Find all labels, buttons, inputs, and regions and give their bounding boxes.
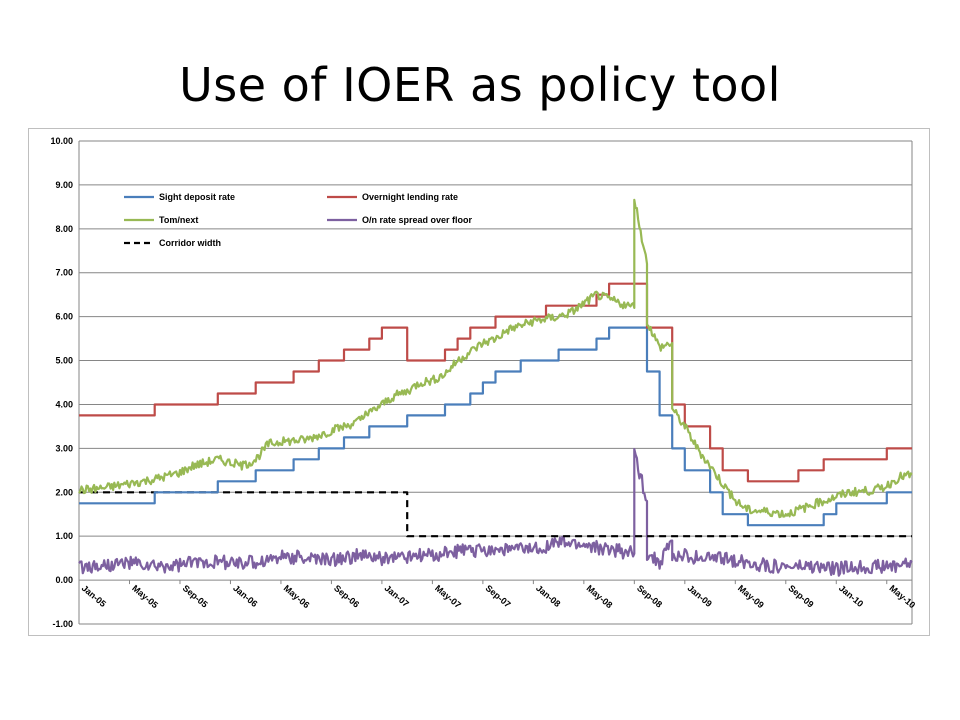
x-tick-label: May-05 — [130, 583, 160, 610]
legend-label: Overnight lending rate — [362, 192, 458, 202]
x-tick-label: Jan-10 — [837, 583, 865, 609]
y-tick-label: 0.00 — [55, 575, 73, 585]
x-tick-label: Jan-05 — [80, 583, 108, 609]
y-tick-label: 10.00 — [50, 136, 73, 146]
y-tick-label: 8.00 — [55, 224, 73, 234]
legend-label: Corridor width — [159, 238, 221, 248]
series-line-overnight — [79, 282, 912, 483]
y-axis-ticks: 10.00 9.00 8.00 7.00 6.00 5.00 4.00 3.00 2.00 1.0… — [50, 136, 73, 629]
x-tick-label: Jan-09 — [686, 583, 714, 609]
y-tick-label: -1.00 — [52, 619, 73, 629]
legend-label: Tom/next — [159, 215, 198, 225]
y-tick-label: 3.00 — [55, 443, 73, 453]
x-tick-label: May-06 — [282, 583, 312, 610]
x-tick-label: Jan-07 — [383, 583, 411, 609]
x-tick-label: Sep-07 — [484, 583, 513, 610]
x-tick-label: May-08 — [585, 583, 615, 610]
y-tick-label: 1.00 — [55, 531, 73, 541]
y-tick-label: 9.00 — [55, 180, 73, 190]
series-line-spread — [78, 448, 913, 577]
x-axis-ticks: Jan-05 May-05 Sep-05 Jan-06 May-06 Sep-06 Jan-… — [78, 580, 917, 610]
y-tick-label: 6.00 — [55, 312, 73, 322]
y-tick-label: 2.00 — [55, 487, 73, 497]
y-tick-label: 7.00 — [55, 268, 73, 278]
x-tick-label: Jan-08 — [534, 583, 562, 609]
legend: Sight deposit rate Overnight lending rate… — [124, 192, 473, 248]
chart-frame: 10.00 9.00 8.00 7.00 6.00 5.00 4.00 3.00 2.00 1.0… — [28, 128, 930, 636]
series-lines — [78, 198, 913, 577]
x-tick-label: Sep-06 — [332, 583, 361, 610]
line-chart: 10.00 9.00 8.00 7.00 6.00 5.00 4.00 3.00 2.00 1.0… — [50, 136, 917, 629]
series-line-tomnext — [78, 198, 913, 519]
x-tick-label: Sep-05 — [181, 583, 210, 610]
series-line-corridor — [79, 491, 912, 538]
x-tick-label: Sep-09 — [787, 583, 816, 610]
legend-label: O/n rate spread over floor — [362, 215, 473, 225]
legend-label: Sight deposit rate — [159, 192, 235, 202]
x-tick-label: Jan-06 — [231, 583, 259, 609]
x-tick-label: Sep-08 — [635, 583, 664, 610]
series-line-sight — [79, 326, 912, 527]
x-tick-label: May-07 — [433, 583, 463, 610]
y-tick-label: 4.00 — [55, 399, 73, 409]
x-tick-label: May-10 — [887, 583, 917, 610]
x-tick-label: May-09 — [736, 583, 766, 610]
y-tick-label: 5.00 — [55, 356, 73, 366]
slide-title: Use of IOER as policy tool — [179, 58, 781, 112]
